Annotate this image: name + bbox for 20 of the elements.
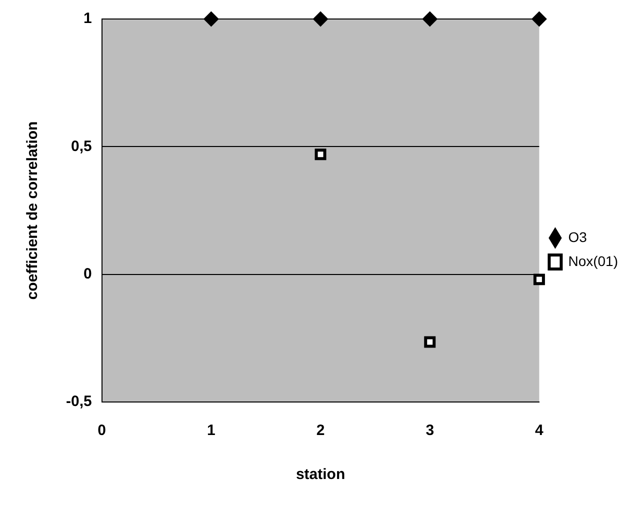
y-tick-label: -0,5	[66, 393, 92, 410]
x-axis-title: station	[296, 466, 346, 484]
y-tick-label: 0	[84, 265, 92, 282]
y-tick-label: 0,5	[70, 138, 92, 155]
point	[533, 274, 545, 286]
x-tick-label: 0	[98, 422, 106, 440]
point	[204, 12, 219, 26]
point	[424, 336, 436, 348]
y-tick-label: 1	[84, 10, 92, 28]
point	[314, 148, 326, 160]
point	[422, 12, 438, 26]
x-tick-label: 4	[535, 422, 544, 440]
x-tick-label: 3	[426, 422, 434, 440]
point	[532, 12, 547, 26]
y-axis-title: coefficient de correlation	[24, 121, 42, 300]
legend-label: Nox(01)	[568, 252, 618, 269]
legend-label: O3	[568, 228, 588, 245]
point	[313, 12, 328, 26]
x-tick-label: 2	[316, 422, 325, 440]
x-tick-label: 1	[207, 422, 216, 440]
